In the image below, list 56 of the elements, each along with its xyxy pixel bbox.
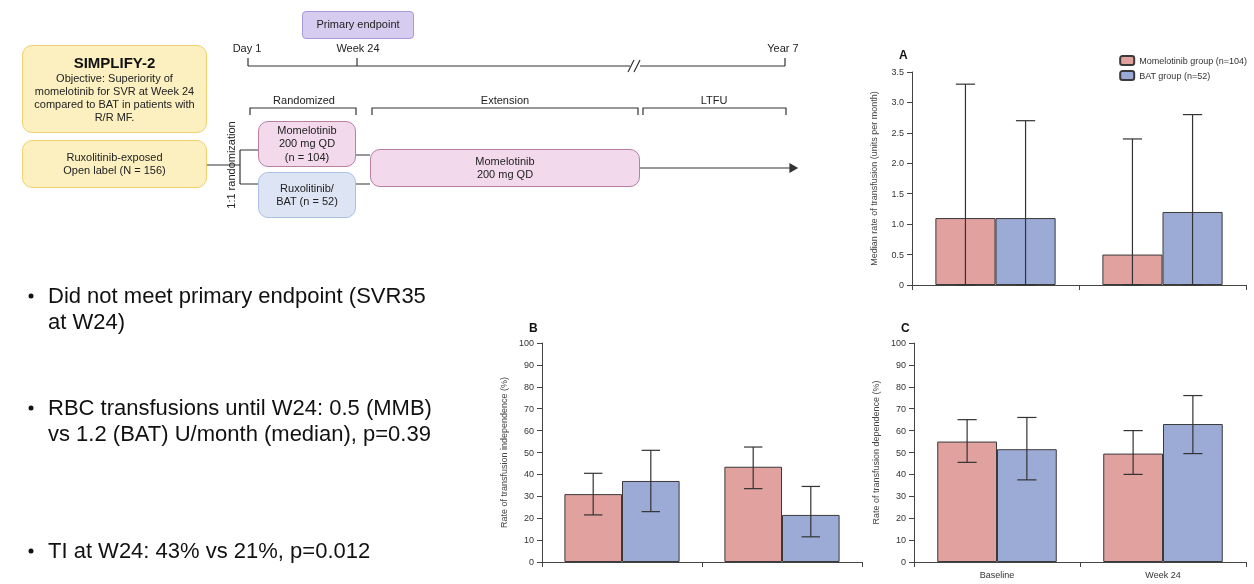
- y-tick-label: 3.0: [891, 97, 904, 108]
- y-tick-label: 90: [895, 359, 906, 370]
- y-tick-label: 60: [523, 425, 534, 436]
- text: TI at W24: 43% vs 21%, p=0.012: [48, 538, 372, 565]
- chart-title: C: [901, 321, 910, 335]
- text: Year 7: [766, 42, 800, 56]
- text: 1:1 randomization: [225, 120, 238, 211]
- y-tick-label: 70: [895, 403, 906, 414]
- text: Day 1: [231, 42, 263, 56]
- y-tick-label: 100: [890, 338, 906, 348]
- y-tick-label: 40: [895, 469, 906, 480]
- y-tick-label: 0: [898, 280, 904, 290]
- text: RBC transfusions until W24: 0.5 (MMB) vs 1.2 (BAT) U/month (median), p=0.39: [48, 395, 433, 448]
- text: Primary endpoint: [302, 11, 414, 39]
- text: Did not meet primary endpoint (SVR35 at W24): [48, 283, 427, 336]
- y-tick-label: 60: [895, 425, 906, 436]
- y-tick-label: 3.5: [891, 67, 904, 77]
- chart-title: A: [899, 48, 908, 62]
- text: SIMPLIFY-2: [73, 53, 156, 72]
- y-tick-label: 20: [895, 513, 906, 524]
- y-axis-title: Rate of transfusion independence (%): [498, 376, 509, 529]
- y-tick-label: 10: [523, 535, 534, 546]
- text: Ruxolitinib-exposed Open label (N = 156): [22, 140, 207, 188]
- y-tick-label: 90: [523, 359, 534, 370]
- y-tick-label: 80: [895, 381, 906, 392]
- y-tick-label: 70: [523, 403, 534, 414]
- y-tick-label: 1.5: [891, 188, 904, 199]
- text: Momelotinib 200 mg QD (n = 104): [258, 121, 356, 167]
- y-tick-label: 30: [895, 491, 906, 502]
- text: Extension: [479, 94, 531, 108]
- legend-label: BAT group (n=52): [1139, 70, 1211, 81]
- y-tick-label: 0: [900, 557, 906, 567]
- text: Randomized: [272, 94, 336, 108]
- y-tick-label: 30: [523, 491, 534, 502]
- x-tick-label: Baseline: [979, 569, 1015, 580]
- text: Momelotinib 200 mg QD: [370, 149, 640, 187]
- text: Week 24: [335, 42, 381, 56]
- y-tick-label: 0.5: [891, 249, 904, 260]
- y-tick-label: 50: [523, 447, 534, 458]
- y-tick-label: 2.5: [891, 127, 904, 138]
- y-tick-label: 40: [523, 469, 534, 480]
- y-tick-label: 1.0: [891, 219, 904, 230]
- y-tick-label: 100: [518, 338, 534, 348]
- text: LTFU: [699, 94, 729, 108]
- y-tick-label: 10: [895, 535, 906, 546]
- legend-label: Momelotinib group (n=104): [1139, 55, 1247, 66]
- y-tick-label: 80: [523, 381, 534, 392]
- text: Ruxolitinib/ BAT (n = 52): [258, 172, 356, 218]
- y-tick-label: 50: [895, 447, 906, 458]
- y-tick-label: 2.0: [891, 158, 904, 169]
- chart-title: B: [529, 321, 538, 335]
- text: Objective: Superiority of momelotinib for SVR at Week 24 compared to BAT in patients with R/R MF.: [33, 71, 196, 125]
- y-tick-label: 20: [523, 513, 534, 524]
- y-axis-title: Rate of transfusion dependence (%): [870, 380, 881, 525]
- y-tick-label: 0: [528, 557, 534, 567]
- y-axis-title: Median rate of transfusion (units per month): [868, 91, 879, 266]
